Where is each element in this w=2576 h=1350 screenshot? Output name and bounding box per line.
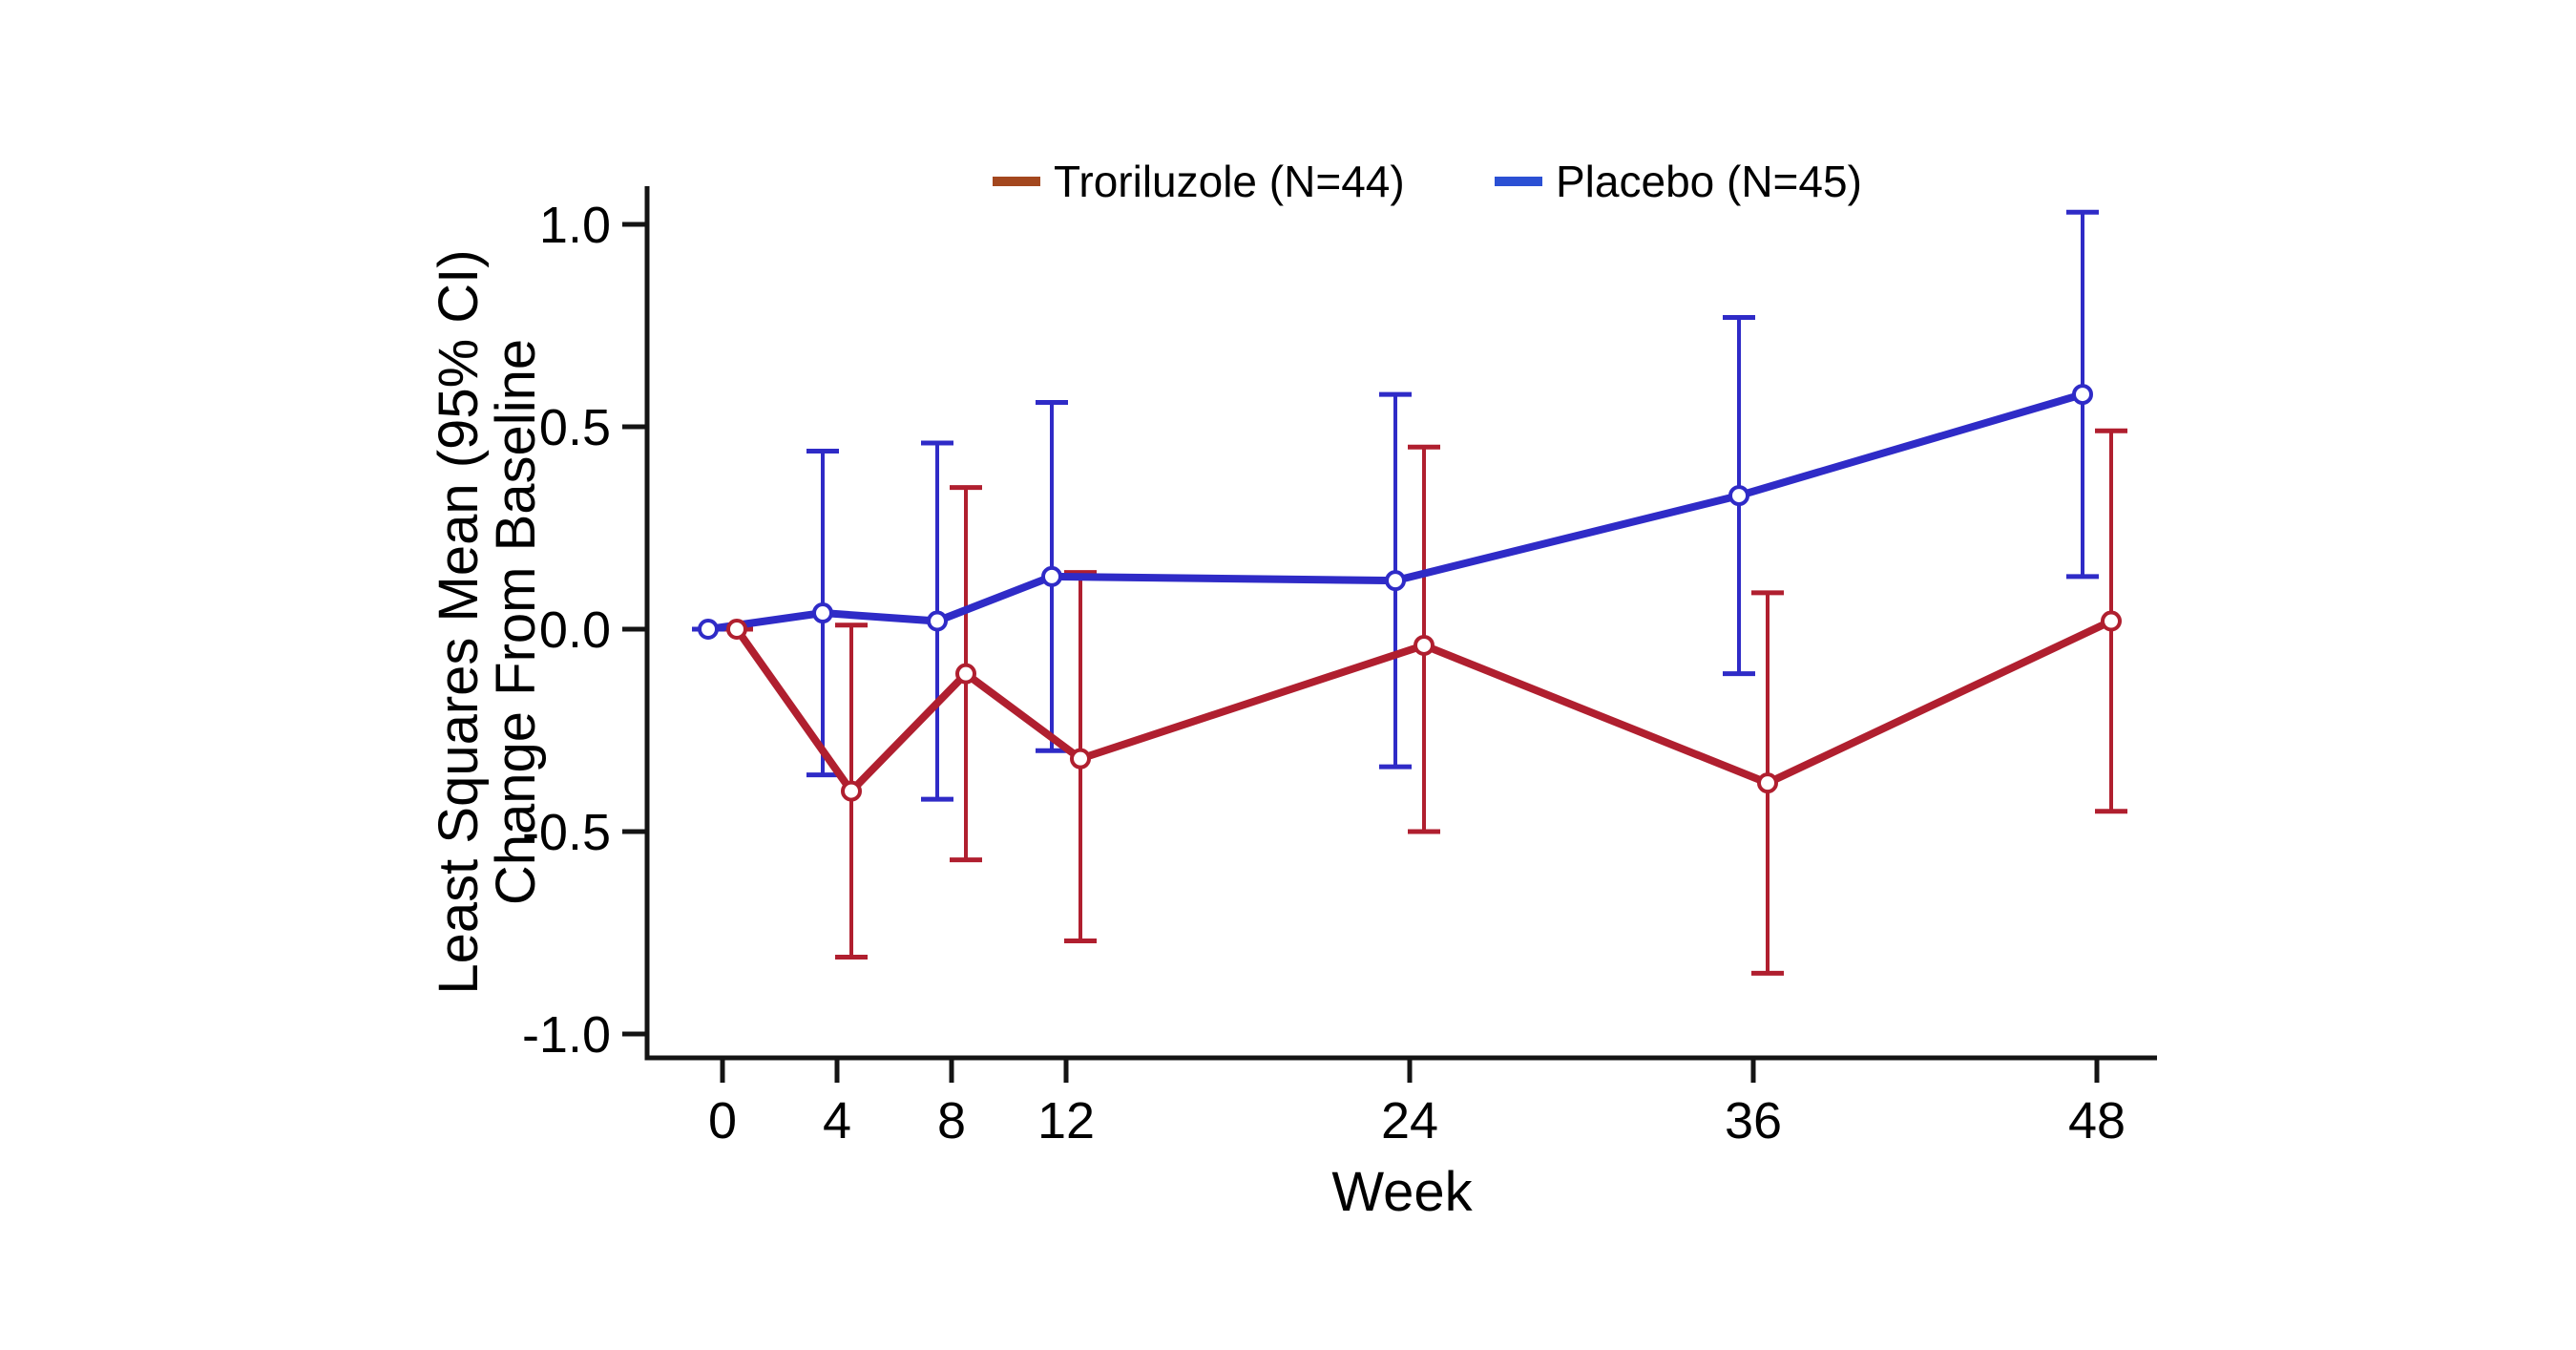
x-tick-label: 36 <box>1725 1092 1782 1150</box>
x-tick-label: 24 <box>1381 1092 1438 1150</box>
marker-placebo-week-8 <box>927 610 948 632</box>
y-tick-label: -1.0 <box>522 1006 611 1064</box>
x-tick-label: 0 <box>708 1092 737 1150</box>
x-axis-title: Week <box>1331 1161 1473 1223</box>
marker-troriluzole-week-0 <box>726 619 747 640</box>
x-tick-label: 4 <box>823 1092 851 1150</box>
marker-placebo-week-36 <box>1728 485 1749 507</box>
x-tick-label: 12 <box>1037 1092 1095 1150</box>
marker-placebo-week-0 <box>698 619 719 640</box>
y-tick-label: 0.0 <box>539 601 611 659</box>
marker-troriluzole-week-36 <box>1757 772 1778 794</box>
legend-label-troriluzole: Troriluzole (N=44) <box>1054 157 1405 206</box>
marker-placebo-week-12 <box>1041 565 1062 587</box>
legend-label-placebo: Placebo (N=45) <box>1556 157 1862 206</box>
y-tick-label: 1.0 <box>539 197 611 254</box>
marker-placebo-week-24 <box>1385 570 1406 592</box>
marker-troriluzole-week-24 <box>1414 634 1435 656</box>
marker-troriluzole-week-48 <box>2101 610 2122 632</box>
y-tick-label: -0.5 <box>522 804 611 861</box>
x-tick-label: 48 <box>2068 1092 2126 1150</box>
marker-troriluzole-week-4 <box>841 780 862 802</box>
y-axis-title-line1: Least Squares Mean (95% CI) <box>428 249 490 994</box>
marker-placebo-week-4 <box>812 602 833 624</box>
marker-placebo-week-48 <box>2072 384 2093 406</box>
y-axis-title-line2: Change From Baseline <box>485 339 547 905</box>
marker-troriluzole-week-12 <box>1070 748 1091 770</box>
x-tick-label: 8 <box>937 1092 966 1150</box>
y-tick-label: 0.5 <box>539 399 611 456</box>
marker-troriluzole-week-8 <box>955 663 976 685</box>
